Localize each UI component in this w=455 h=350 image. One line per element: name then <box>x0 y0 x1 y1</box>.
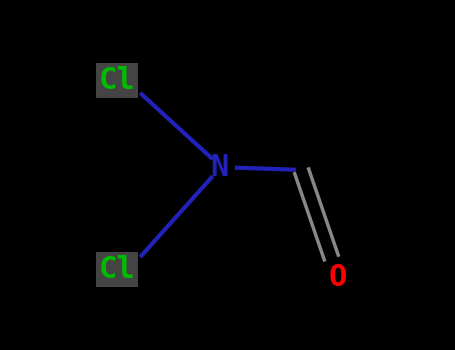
Text: N: N <box>210 153 228 182</box>
Text: Cl: Cl <box>99 255 136 284</box>
Text: Cl: Cl <box>99 66 136 95</box>
Text: O: O <box>329 262 347 292</box>
